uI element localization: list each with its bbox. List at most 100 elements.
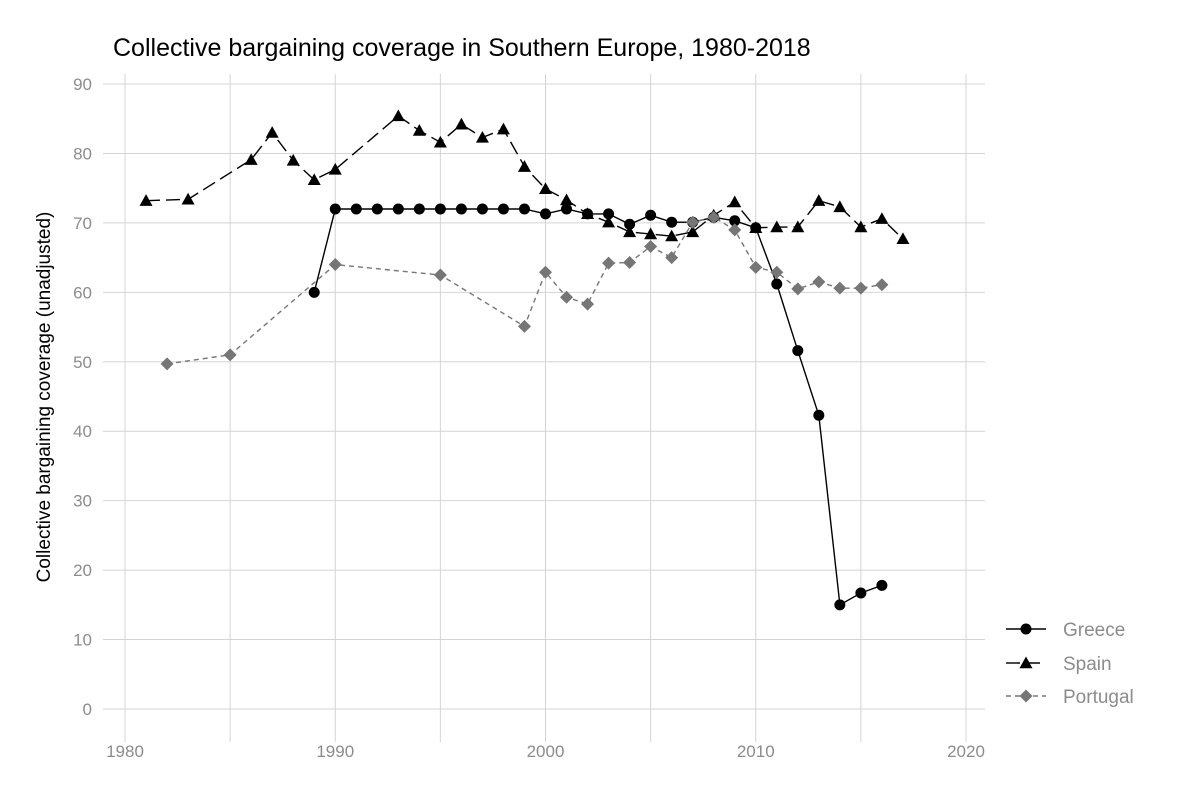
data-point-greece (645, 209, 657, 221)
series-spain (139, 109, 910, 245)
data-point-greece (792, 345, 804, 357)
data-point-portugal (770, 265, 784, 279)
data-point-greece (413, 203, 425, 215)
data-point-spain (602, 215, 616, 228)
y-tick-label: 0 (83, 700, 92, 719)
y-tick-label: 90 (73, 75, 92, 94)
data-point-greece (813, 409, 825, 421)
data-point-spain (517, 160, 531, 172)
data-point-spain (244, 153, 258, 165)
data-point-spain (665, 229, 679, 242)
x-tick-label: 2000 (527, 742, 565, 761)
data-point-spain (833, 200, 847, 213)
data-point-portugal (791, 282, 805, 296)
legend-item-spain: Spain (1006, 654, 1112, 675)
data-point-portugal (707, 210, 721, 224)
data-point-portugal (875, 278, 889, 292)
data-point-spain (791, 220, 805, 233)
data-point-spain (496, 122, 510, 135)
data-point-portugal (644, 240, 658, 253)
y-tick-label: 70 (73, 214, 92, 233)
y-tick-label: 30 (73, 492, 92, 511)
series-line-spain (145, 115, 904, 240)
data-point-greece (855, 587, 867, 599)
legend-marker-greece (1020, 623, 1032, 635)
y-tick-label: 10 (73, 631, 92, 650)
y-tick-label: 60 (73, 283, 92, 302)
data-point-spain (749, 221, 763, 233)
data-point-spain (181, 192, 195, 205)
data-point-portugal (560, 290, 574, 304)
data-point-portugal (160, 357, 174, 371)
data-point-spain (686, 225, 700, 238)
data-point-portugal (602, 256, 616, 270)
series-line-portugal (166, 216, 883, 365)
data-point-portugal (517, 319, 531, 333)
data-point-spain (812, 194, 826, 206)
data-point-spain (560, 193, 574, 206)
data-point-spain (328, 162, 342, 175)
x-tick-label: 2010 (737, 742, 775, 761)
data-point-greece (350, 203, 362, 215)
data-point-greece (603, 208, 615, 220)
data-point-spain (265, 126, 279, 138)
data-point-greece (329, 203, 341, 215)
data-point-portugal (623, 255, 637, 269)
legend-marker-spain (1019, 656, 1033, 669)
data-point-greece (666, 216, 678, 228)
y-axis-label: Collective bargaining coverage (unadjust… (34, 212, 55, 583)
data-point-greece (561, 203, 573, 215)
legend-label-portugal: Portugal (1063, 687, 1134, 708)
legend: Greece Spain Portugal (1006, 620, 1134, 708)
data-point-greece (308, 286, 320, 298)
data-point-spain (454, 117, 468, 130)
data-point-spain (623, 225, 637, 238)
data-point-spain (412, 124, 426, 136)
tick-labels: 1980 1990 2000 2010 2020 0 10 20 30 40 50 60 70 80 90 (73, 75, 985, 761)
data-point-greece (371, 203, 383, 215)
data-point-portugal (539, 265, 552, 279)
grid (103, 74, 985, 742)
data-point-spain (307, 173, 321, 186)
data-point-portugal (433, 268, 447, 282)
series-greece (308, 203, 888, 611)
data-point-spain (286, 153, 300, 166)
data-point-greece (455, 203, 467, 215)
data-point-greece (624, 218, 636, 230)
data-point-greece (540, 208, 551, 220)
data-point-portugal (328, 258, 342, 272)
data-point-greece (771, 278, 783, 290)
data-point-spain (433, 135, 447, 148)
y-tick-label: 50 (73, 353, 92, 372)
series-line-greece (313, 208, 883, 606)
legend-label-greece: Greece (1063, 620, 1125, 641)
data-point-spain (770, 220, 784, 233)
x-tick-label: 1990 (316, 742, 354, 761)
legend-label-spain: Spain (1063, 654, 1112, 675)
data-point-spain (854, 220, 868, 233)
data-point-greece (876, 579, 888, 591)
data-point-greece (834, 599, 846, 611)
data-point-portugal (581, 297, 595, 311)
data-point-greece (729, 215, 741, 227)
series-group (139, 109, 910, 611)
x-tick-label: 1980 (106, 742, 144, 761)
data-point-spain (539, 182, 552, 195)
data-point-portugal (749, 260, 763, 274)
data-point-greece (518, 203, 530, 215)
data-point-portugal (833, 281, 847, 295)
data-point-portugal (686, 215, 700, 229)
data-point-spain (896, 232, 910, 245)
chart-title: Collective bargaining coverage in Southe… (113, 34, 811, 62)
legend-item-portugal: Portugal (1006, 687, 1134, 708)
data-point-greece (392, 203, 404, 215)
data-point-spain (581, 207, 595, 220)
y-tick-label: 80 (73, 144, 92, 163)
data-point-spain (875, 212, 889, 224)
y-tick-label: 40 (73, 422, 92, 441)
data-point-spain (644, 227, 658, 240)
data-point-portugal (812, 275, 826, 289)
data-point-spain (475, 130, 489, 143)
legend-item-greece: Greece (1006, 620, 1125, 641)
